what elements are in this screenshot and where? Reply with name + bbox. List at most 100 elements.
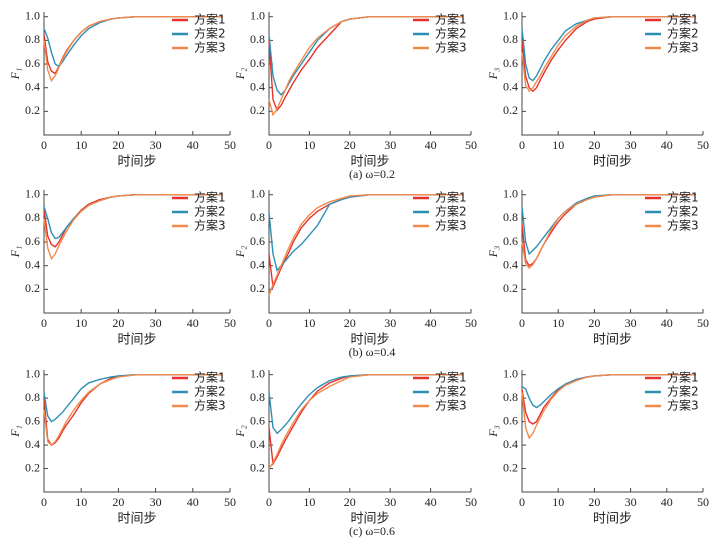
y-tick-label: 1.0: [503, 366, 518, 380]
x-axis-label: 时间步: [350, 155, 389, 170]
y-tick-label: 0.8: [250, 210, 265, 224]
legend-label: 方案2: [194, 26, 226, 41]
x-tick-label: 50: [224, 316, 236, 330]
x-tick-label: 50: [465, 495, 477, 509]
caption: (b) ω=0.4: [349, 345, 396, 359]
x-tick-label: 20: [588, 316, 600, 330]
x-tick-label: 20: [112, 316, 124, 330]
x-axis-label: 时间步: [117, 333, 156, 348]
y-tick-label: 0.4: [25, 437, 40, 451]
legend-label: 方案3: [194, 218, 226, 233]
legend-label: 方案3: [435, 218, 467, 233]
series-line: [521, 16, 696, 93]
x-tick-label: 20: [112, 495, 124, 509]
x-tick-label: 30: [150, 316, 162, 330]
series-line: [521, 374, 696, 440]
series-line: [521, 194, 696, 270]
y-tick-label: 0.4: [503, 437, 518, 451]
y-tick-label: 0.6: [503, 413, 518, 427]
y-tick-label: 0.2: [503, 281, 518, 295]
x-tick-label: 30: [625, 316, 637, 330]
x-tick-label: 0: [519, 138, 525, 152]
y-axis-label: F₁: [8, 68, 22, 81]
y-tick-label: 0.2: [25, 460, 40, 474]
y-tick-label: 0.8: [503, 32, 518, 46]
x-tick-label: 10: [552, 316, 564, 330]
legend-label: 方案1: [194, 12, 226, 27]
y-axis-label: F₃: [486, 246, 500, 259]
x-axis-label: 时间步: [117, 512, 156, 527]
series-line: [268, 374, 463, 466]
y-axis-label: F₁: [8, 246, 22, 259]
y-tick-label: 0.6: [250, 413, 265, 427]
x-tick-label: 20: [344, 495, 356, 509]
x-tick-label: 50: [465, 316, 477, 330]
y-axis-label: F₂: [233, 68, 247, 81]
x-tick-label: 0: [266, 495, 272, 509]
y-tick-label: 1.0: [503, 8, 518, 22]
x-tick-label: 20: [344, 138, 356, 152]
legend-label: 方案1: [435, 190, 467, 205]
legend-label: 方案1: [667, 370, 699, 385]
y-tick-label: 0.4: [503, 257, 518, 271]
series-line: [268, 194, 463, 290]
y-tick-label: 0.6: [250, 234, 265, 248]
x-axis-label: 时间步: [350, 512, 389, 527]
y-tick-label: 0.8: [25, 390, 40, 404]
series-line: [43, 374, 223, 447]
y-tick-label: 0.6: [25, 234, 40, 248]
x-tick-label: 40: [425, 316, 437, 330]
x-tick-label: 0: [41, 138, 47, 152]
y-tick-label: 1.0: [250, 8, 265, 22]
y-tick-label: 1.0: [250, 366, 265, 380]
x-tick-label: 50: [224, 138, 236, 152]
y-tick-label: 1.0: [25, 186, 40, 200]
y-tick-label: 0.8: [25, 32, 40, 46]
y-tick-label: 1.0: [250, 186, 265, 200]
legend-label: 方案2: [435, 26, 467, 41]
y-tick-label: 0.8: [250, 32, 265, 46]
legend-label: 方案2: [194, 384, 226, 399]
x-tick-label: 0: [519, 495, 525, 509]
x-tick-label: 30: [625, 495, 637, 509]
legend-label: 方案3: [435, 398, 467, 413]
x-tick-label: 30: [384, 495, 396, 509]
series-line: [43, 194, 223, 261]
x-tick-label: 40: [425, 495, 437, 509]
y-axis-label: F₃: [486, 425, 500, 438]
x-tick-label: 40: [425, 138, 437, 152]
x-tick-label: 30: [384, 138, 396, 152]
legend-label: 方案2: [435, 384, 467, 399]
x-tick-label: 50: [224, 495, 236, 509]
x-axis-label: 时间步: [593, 155, 632, 170]
y-tick-label: 1.0: [25, 8, 40, 22]
y-tick-label: 0.2: [250, 460, 265, 474]
caption: (a) ω=0.2: [349, 167, 395, 181]
y-tick-label: 0.2: [25, 281, 40, 295]
series-line: [268, 194, 463, 296]
y-tick-label: 0.2: [25, 103, 40, 117]
x-tick-label: 10: [552, 138, 564, 152]
x-tick-label: 40: [661, 316, 673, 330]
legend-label: 方案2: [667, 204, 699, 219]
x-tick-label: 10: [75, 138, 87, 152]
x-tick-label: 20: [344, 316, 356, 330]
x-tick-label: 40: [187, 495, 199, 509]
series-line: [268, 16, 463, 96]
series-line: [268, 374, 463, 435]
y-tick-label: 0.4: [503, 79, 518, 93]
y-tick-label: 0.8: [503, 210, 518, 224]
y-tick-label: 0.4: [25, 257, 40, 271]
legend-label: 方案3: [194, 398, 226, 413]
legend-label: 方案2: [194, 204, 226, 219]
x-axis-label: 时间步: [350, 333, 389, 348]
x-tick-label: 40: [661, 138, 673, 152]
legend-label: 方案1: [194, 190, 226, 205]
y-axis-label: F₂: [233, 246, 247, 259]
x-tick-label: 30: [625, 138, 637, 152]
x-tick-label: 10: [75, 495, 87, 509]
series-line: [268, 374, 463, 469]
legend-label: 方案1: [435, 12, 467, 27]
caption: (c) ω=0.6: [349, 524, 395, 538]
legend-label: 方案2: [667, 26, 699, 41]
